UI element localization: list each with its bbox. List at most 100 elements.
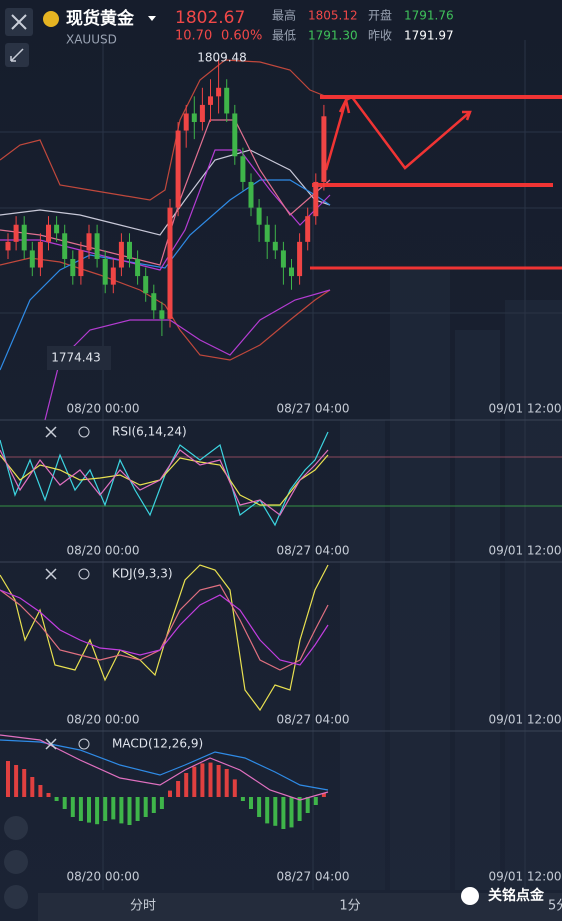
dropdown-arrow[interactable] <box>148 16 156 21</box>
candle-body <box>110 267 116 285</box>
candle-body <box>280 250 286 268</box>
candle-body <box>297 241 303 277</box>
time-label: 08/27 04:00 <box>277 544 350 558</box>
macd-bar <box>281 797 286 829</box>
macd-bar <box>240 797 245 801</box>
close-panel[interactable] <box>45 568 57 580</box>
stat-value: 1791.76 <box>404 9 454 23</box>
macd-bar <box>54 797 59 801</box>
macd-bar <box>216 765 221 797</box>
wechat-icon <box>461 887 479 905</box>
stat-label: 最低 <box>272 29 296 43</box>
candle-body <box>37 241 43 268</box>
candle-body <box>13 224 19 242</box>
candle-body <box>159 310 165 319</box>
candle-body <box>216 87 222 97</box>
candle-body <box>256 207 262 225</box>
macd-bar <box>119 797 124 824</box>
candle-body <box>5 241 11 251</box>
time-label: 08/20 00:00 <box>67 713 140 727</box>
candle-body <box>208 96 213 105</box>
close-panel[interactable] <box>45 426 57 438</box>
macd-bar <box>289 797 294 828</box>
macd-bar <box>257 797 262 817</box>
high-label: 1809.48 <box>197 51 247 65</box>
candle-body <box>175 130 181 208</box>
macd-bar <box>224 769 229 797</box>
macd-bar <box>70 797 75 817</box>
shrink-icon <box>10 48 24 62</box>
candle-body <box>232 113 238 157</box>
macd-bar <box>208 762 213 797</box>
candle-body <box>199 104 205 123</box>
tab[interactable]: 5分 <box>548 899 562 914</box>
macd-bar <box>159 797 164 809</box>
low-label: 1774.43 <box>51 351 101 365</box>
macd-bar <box>232 779 237 797</box>
macd-bar <box>62 797 67 809</box>
time-label: 08/20 00:00 <box>67 544 140 558</box>
change: 10.70 <box>175 29 212 44</box>
tools <box>4 816 28 909</box>
macd-bar <box>265 797 270 824</box>
time-labels: 08/20 00:00 08/27 04:00 09/01 12:00 08/2… <box>67 402 562 884</box>
candle-body <box>94 233 100 259</box>
macd-bar <box>127 797 132 825</box>
macd-bar <box>111 797 116 820</box>
candle-body <box>167 207 173 319</box>
tool-button[interactable] <box>4 850 28 874</box>
tool-button[interactable] <box>4 816 28 840</box>
tab[interactable]: 1分 <box>339 899 360 914</box>
candle-body <box>248 181 254 208</box>
macd-lines <box>0 734 329 801</box>
macd-bar <box>46 793 51 797</box>
close-panel[interactable] <box>45 738 57 750</box>
time-label: 09/01 12:00 <box>489 713 562 727</box>
candle-body <box>264 224 270 242</box>
settings[interactable] <box>78 426 90 438</box>
macd-bar <box>192 766 197 797</box>
macd-bar <box>184 773 189 797</box>
instrument-name[interactable]: 现货黄金 <box>66 8 135 29</box>
time-label: 08/20 00:00 <box>67 870 140 884</box>
candle-body <box>118 241 124 268</box>
macd-bar <box>95 797 100 825</box>
panel-title: MACD(12,26,9) <box>112 737 203 751</box>
close-icon <box>11 14 27 30</box>
tab[interactable]: 分时 <box>130 899 156 914</box>
candle-body <box>70 258 76 277</box>
stat-label: 最高 <box>272 8 296 23</box>
macd-bar <box>168 790 172 797</box>
kdj-lines <box>0 564 329 712</box>
gold-icon <box>43 11 59 27</box>
watermark: 关铭点金 <box>488 887 545 904</box>
candle-body <box>46 224 51 242</box>
candle-body <box>224 87 230 114</box>
macd-bar <box>103 797 108 821</box>
candle-body <box>127 241 132 259</box>
stat-label: 昨收 <box>368 29 392 43</box>
stat-label: 开盘 <box>368 8 392 23</box>
change-pct: 0.60% <box>221 29 262 44</box>
macd-bar <box>30 777 35 797</box>
candle-body <box>62 233 68 259</box>
candle-body <box>78 250 84 277</box>
candles <box>5 58 327 337</box>
price: 1802.67 <box>175 8 245 28</box>
settings[interactable] <box>78 738 90 750</box>
candle-body <box>305 216 311 242</box>
tool-button[interactable] <box>4 885 28 909</box>
macd-bar <box>200 763 205 797</box>
macd-bar <box>78 797 83 821</box>
macd-bar <box>273 797 278 826</box>
macd-bar <box>151 797 156 813</box>
candle-body <box>191 113 197 123</box>
settings[interactable] <box>78 568 90 580</box>
stat-value: 1805.12 <box>308 9 358 23</box>
macd-bar <box>6 761 10 797</box>
candle-body <box>102 258 108 285</box>
macd-bar <box>176 781 181 797</box>
time-label: 08/27 04:00 <box>277 713 350 727</box>
time-label: 09/01 12:00 <box>489 402 562 416</box>
